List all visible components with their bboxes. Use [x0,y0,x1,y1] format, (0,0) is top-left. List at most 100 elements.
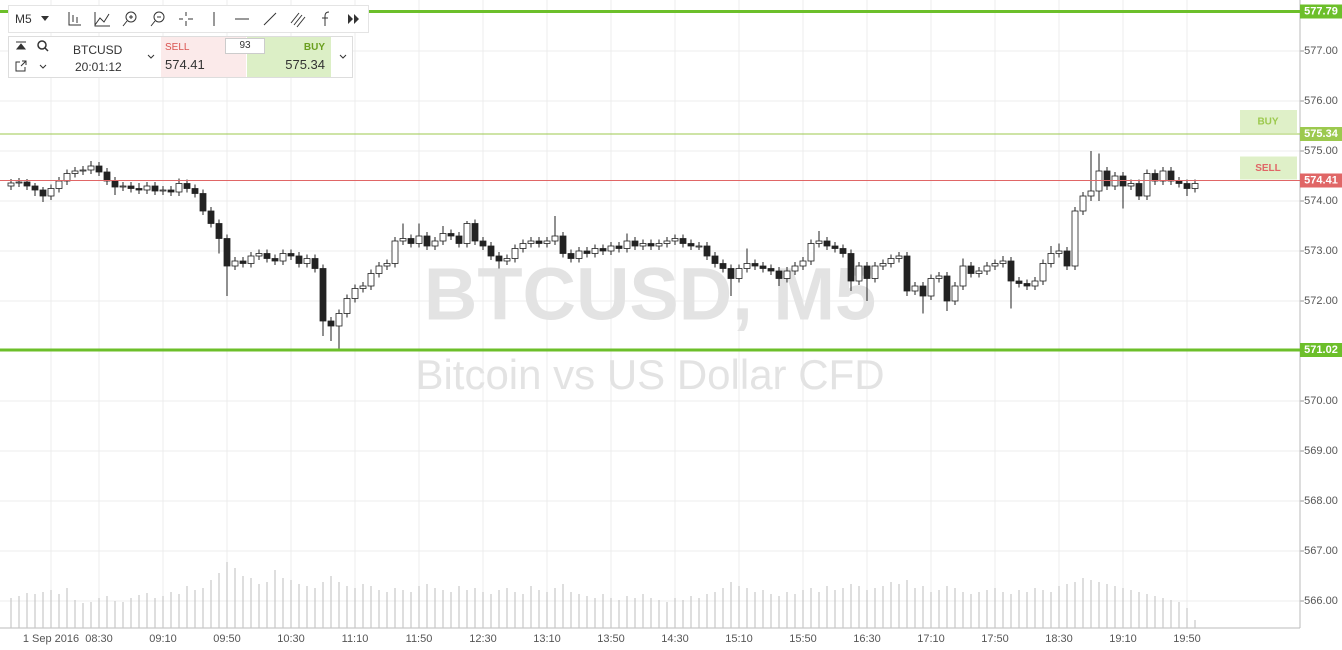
candle-body [679,238,687,244]
collapse-icon[interactable] [15,41,27,51]
x-tick-label: 13:50 [597,633,625,645]
candle-body [863,265,871,279]
y-tick-label: 574.00 [1304,195,1338,207]
candle-body [1063,250,1071,267]
indicator-icon[interactable] [93,10,111,28]
sell-dropdown[interactable] [147,54,155,60]
chart-type-icon[interactable] [65,10,83,28]
order-button[interactable] [1240,156,1297,180]
candle-body [575,250,583,259]
candle-body [127,185,135,189]
candle-body [295,255,303,264]
candle-body [783,270,791,279]
symbol: BTCUSD [73,43,123,57]
candle-body [711,255,719,264]
candle-body [1191,183,1199,189]
crosshair-icon[interactable] [177,10,195,28]
candle-body [1055,250,1063,254]
candle-body [63,173,71,182]
candle-body [183,183,191,189]
x-tick-label: 19:10 [1109,633,1137,645]
candle-body [239,260,247,264]
horizontal-line-icon[interactable] [233,10,251,28]
x-tick-label: 09:50 [213,633,241,645]
spread: 93 [225,38,265,54]
popout-icon[interactable] [15,60,27,72]
candle-body [719,263,727,269]
timeframe: M5 [15,12,32,26]
candle-body [663,240,671,244]
candle-body [959,265,967,287]
candle-body [287,253,295,257]
candle-body [1135,183,1143,197]
y-tick-label: 570.00 [1304,395,1338,407]
candle-body [727,268,735,279]
order-button[interactable] [1240,110,1297,133]
candle-body [1103,170,1111,187]
buy-dropdown[interactable] [339,54,347,60]
buy-price: 575.34 [285,57,325,72]
candle-body [399,238,407,242]
trend-line-icon[interactable] [261,10,279,28]
price-tag [1300,127,1342,141]
candle-body [815,240,823,244]
y-tick-label: 575.00 [1304,145,1338,157]
candle-body [23,181,31,187]
x-tick-label: 15:50 [789,633,817,645]
search-icon[interactable] [37,40,49,52]
x-tick-label: 12:30 [469,633,497,645]
x-tick-label: 10:30 [277,633,305,645]
candle-body [151,185,159,192]
vertical-line-icon[interactable] [205,10,223,28]
candle-body [1183,183,1191,189]
y-tick-label: 568.00 [1304,495,1338,507]
channel-icon[interactable] [289,10,307,28]
candle-body [463,223,471,244]
candle-body [567,253,575,259]
candle-body [1031,280,1039,287]
candle-body [143,185,151,191]
candle-body [911,285,919,292]
candle-body [487,245,495,257]
candle-body [1127,183,1135,187]
sell-price: 574.41 [165,57,205,72]
y-tick-label: 567.00 [1304,545,1338,557]
more-icon[interactable] [345,10,363,28]
candle-body [199,193,207,212]
candle-body [191,188,199,194]
candle-body [887,258,895,264]
candle-body [871,265,879,279]
candle-body [639,243,647,247]
candle-body [407,238,415,244]
expand-icon[interactable] [39,64,47,70]
candle-body [167,189,175,193]
y-tick-label: 572.00 [1304,295,1338,307]
ticker-panel: BTCUSD 20:01:12 SELL 574.41 93 BUY 575.3… [8,36,353,78]
candle-body [15,181,23,184]
candle-body [111,180,119,188]
candle-body [1175,180,1183,184]
price-tag [1300,173,1342,188]
candle-body [375,265,383,274]
price-tag [1300,343,1342,357]
sell-label: SELL [165,42,190,53]
x-tick-label: 17:50 [981,633,1009,645]
x-tick-label: 14:30 [661,633,689,645]
candle-body [231,260,239,267]
candle-body [1047,253,1055,264]
candle-body [215,223,223,239]
candle-body [359,285,367,289]
candle-body [847,253,855,282]
candle-body [1039,263,1047,282]
zoom-in-icon[interactable] [121,10,139,28]
candle-body [495,255,503,262]
candle-body [319,268,327,322]
candle-body [327,320,335,327]
fibonacci-icon[interactable] [317,10,335,28]
zoom-out-icon[interactable] [149,10,167,28]
candle-body [519,243,527,249]
candle-body [223,238,231,267]
candle-body [823,240,831,247]
timeframe-select[interactable]: M5 [9,12,60,26]
